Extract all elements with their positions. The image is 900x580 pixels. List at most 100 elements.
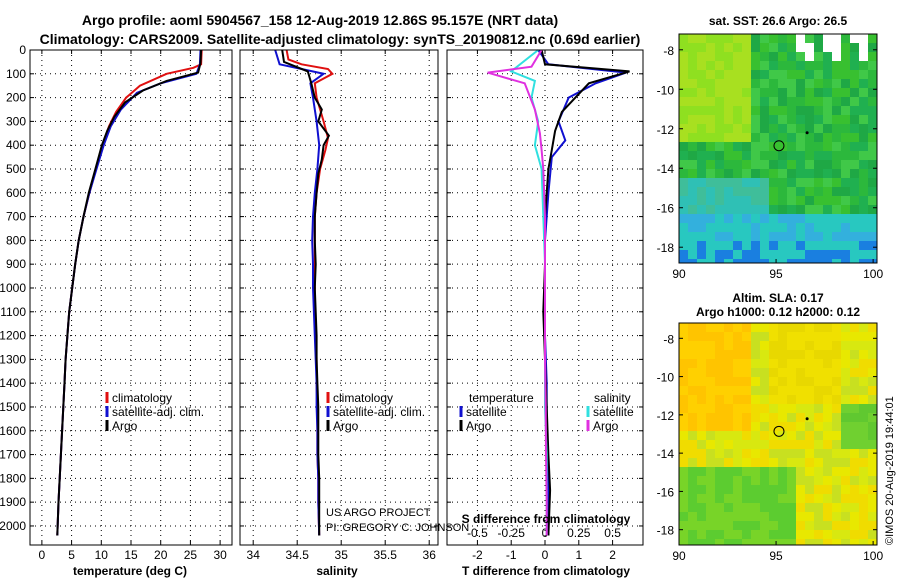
heatmap-cell [787, 160, 796, 169]
heatmap-cell [742, 169, 751, 178]
heatmap-cell [706, 151, 715, 160]
heatmap-cell [733, 196, 742, 205]
heatmap-cell [823, 332, 832, 341]
heatmap-cell [679, 43, 688, 52]
heatmap-cell [823, 521, 832, 530]
map-y-tick-label: -10 [657, 83, 675, 97]
heatmap-cell [868, 386, 877, 395]
heatmap-cell [814, 223, 823, 232]
heatmap-cell [742, 34, 751, 43]
heatmap-cell [778, 88, 787, 97]
heatmap-cell [724, 458, 733, 467]
heatmap-cell [841, 359, 850, 368]
heatmap-cell [706, 413, 715, 422]
project-credit: US ARGO PROJECT [326, 507, 431, 519]
heatmap-cell [724, 332, 733, 341]
heatmap-cell [859, 467, 868, 476]
heatmap-cell [733, 187, 742, 196]
heatmap-cell [823, 458, 832, 467]
heatmap-cell [742, 476, 751, 485]
heatmap-cell [778, 359, 787, 368]
heatmap-cell [751, 250, 760, 259]
heatmap-cell [841, 476, 850, 485]
heatmap-cell [688, 386, 697, 395]
heatmap-cell [688, 476, 697, 485]
heatmap-cell [832, 160, 841, 169]
heatmap-cell [715, 521, 724, 530]
heatmap-cell [733, 223, 742, 232]
heatmap-cell [787, 323, 796, 332]
heatmap-cell [751, 160, 760, 169]
heatmap-cell [733, 250, 742, 259]
heatmap-cell [859, 133, 868, 142]
heatmap-cell [787, 169, 796, 178]
heatmap-cell [697, 485, 706, 494]
heatmap-cell [814, 377, 823, 386]
y-tick-label: 1300 [0, 352, 26, 366]
heatmap-cell [787, 521, 796, 530]
heatmap-cell [724, 106, 733, 115]
heatmap-cell [715, 106, 724, 115]
heatmap-cell [823, 214, 832, 223]
heatmap-cell [697, 368, 706, 377]
heatmap-cell [814, 404, 823, 413]
heatmap-cell [805, 196, 814, 205]
heatmap-cell [715, 151, 724, 160]
heatmap-cell [706, 142, 715, 151]
heatmap-cell [769, 34, 778, 43]
heatmap-cell [832, 377, 841, 386]
x-tick-label: 34.5 [286, 548, 310, 562]
heatmap-cell [760, 467, 769, 476]
heatmap-cell [751, 169, 760, 178]
heatmap-cell [841, 241, 850, 250]
heatmap-cell [787, 413, 796, 422]
heatmap-cell [814, 79, 823, 88]
heatmap-cell [868, 449, 877, 458]
heatmap-cell [742, 250, 751, 259]
heatmap-cell [778, 350, 787, 359]
heatmap-cell [760, 350, 769, 359]
heatmap-cell [850, 395, 859, 404]
heatmap-cell [832, 422, 841, 431]
heatmap-cell [778, 79, 787, 88]
heatmap-cell [787, 395, 796, 404]
heatmap-cell [688, 232, 697, 241]
heatmap-cell [769, 214, 778, 223]
heatmap-cell [832, 106, 841, 115]
heatmap-cell [850, 124, 859, 133]
heatmap-cell [778, 530, 787, 539]
heatmap-cell [769, 106, 778, 115]
y-tick-label: 300 [6, 114, 26, 128]
heatmap-cell [796, 512, 805, 521]
heatmap-cell [850, 160, 859, 169]
heatmap-cell [832, 485, 841, 494]
heatmap-cell [832, 350, 841, 359]
heatmap-cell [859, 196, 868, 205]
heatmap-cell [796, 52, 805, 61]
heatmap-cell [688, 223, 697, 232]
heatmap-cell [760, 323, 769, 332]
heatmap-cell [823, 341, 832, 350]
heatmap-cell [868, 259, 877, 263]
heatmap-cell [859, 530, 868, 539]
series-line-climatology [56, 49, 203, 536]
heatmap-cell [679, 214, 688, 223]
heatmap-cell [706, 368, 715, 377]
heatmap-cell [706, 124, 715, 133]
heatmap-cell [859, 341, 868, 350]
heatmap-cell [841, 530, 850, 539]
heatmap-cell [850, 61, 859, 70]
heatmap-cell [688, 530, 697, 539]
heatmap-cell [733, 332, 742, 341]
heatmap-cell [769, 431, 778, 440]
heatmap-cell [868, 467, 877, 476]
heatmap-cell [832, 241, 841, 250]
heatmap-cell [715, 97, 724, 106]
heatmap-cell [841, 115, 850, 124]
heatmap-cell [751, 205, 760, 214]
heatmap-cell [778, 250, 787, 259]
map-y-tick-label: -14 [657, 162, 675, 176]
heatmap-cell [868, 368, 877, 377]
heatmap-cell [814, 241, 823, 250]
heatmap-cell [760, 377, 769, 386]
